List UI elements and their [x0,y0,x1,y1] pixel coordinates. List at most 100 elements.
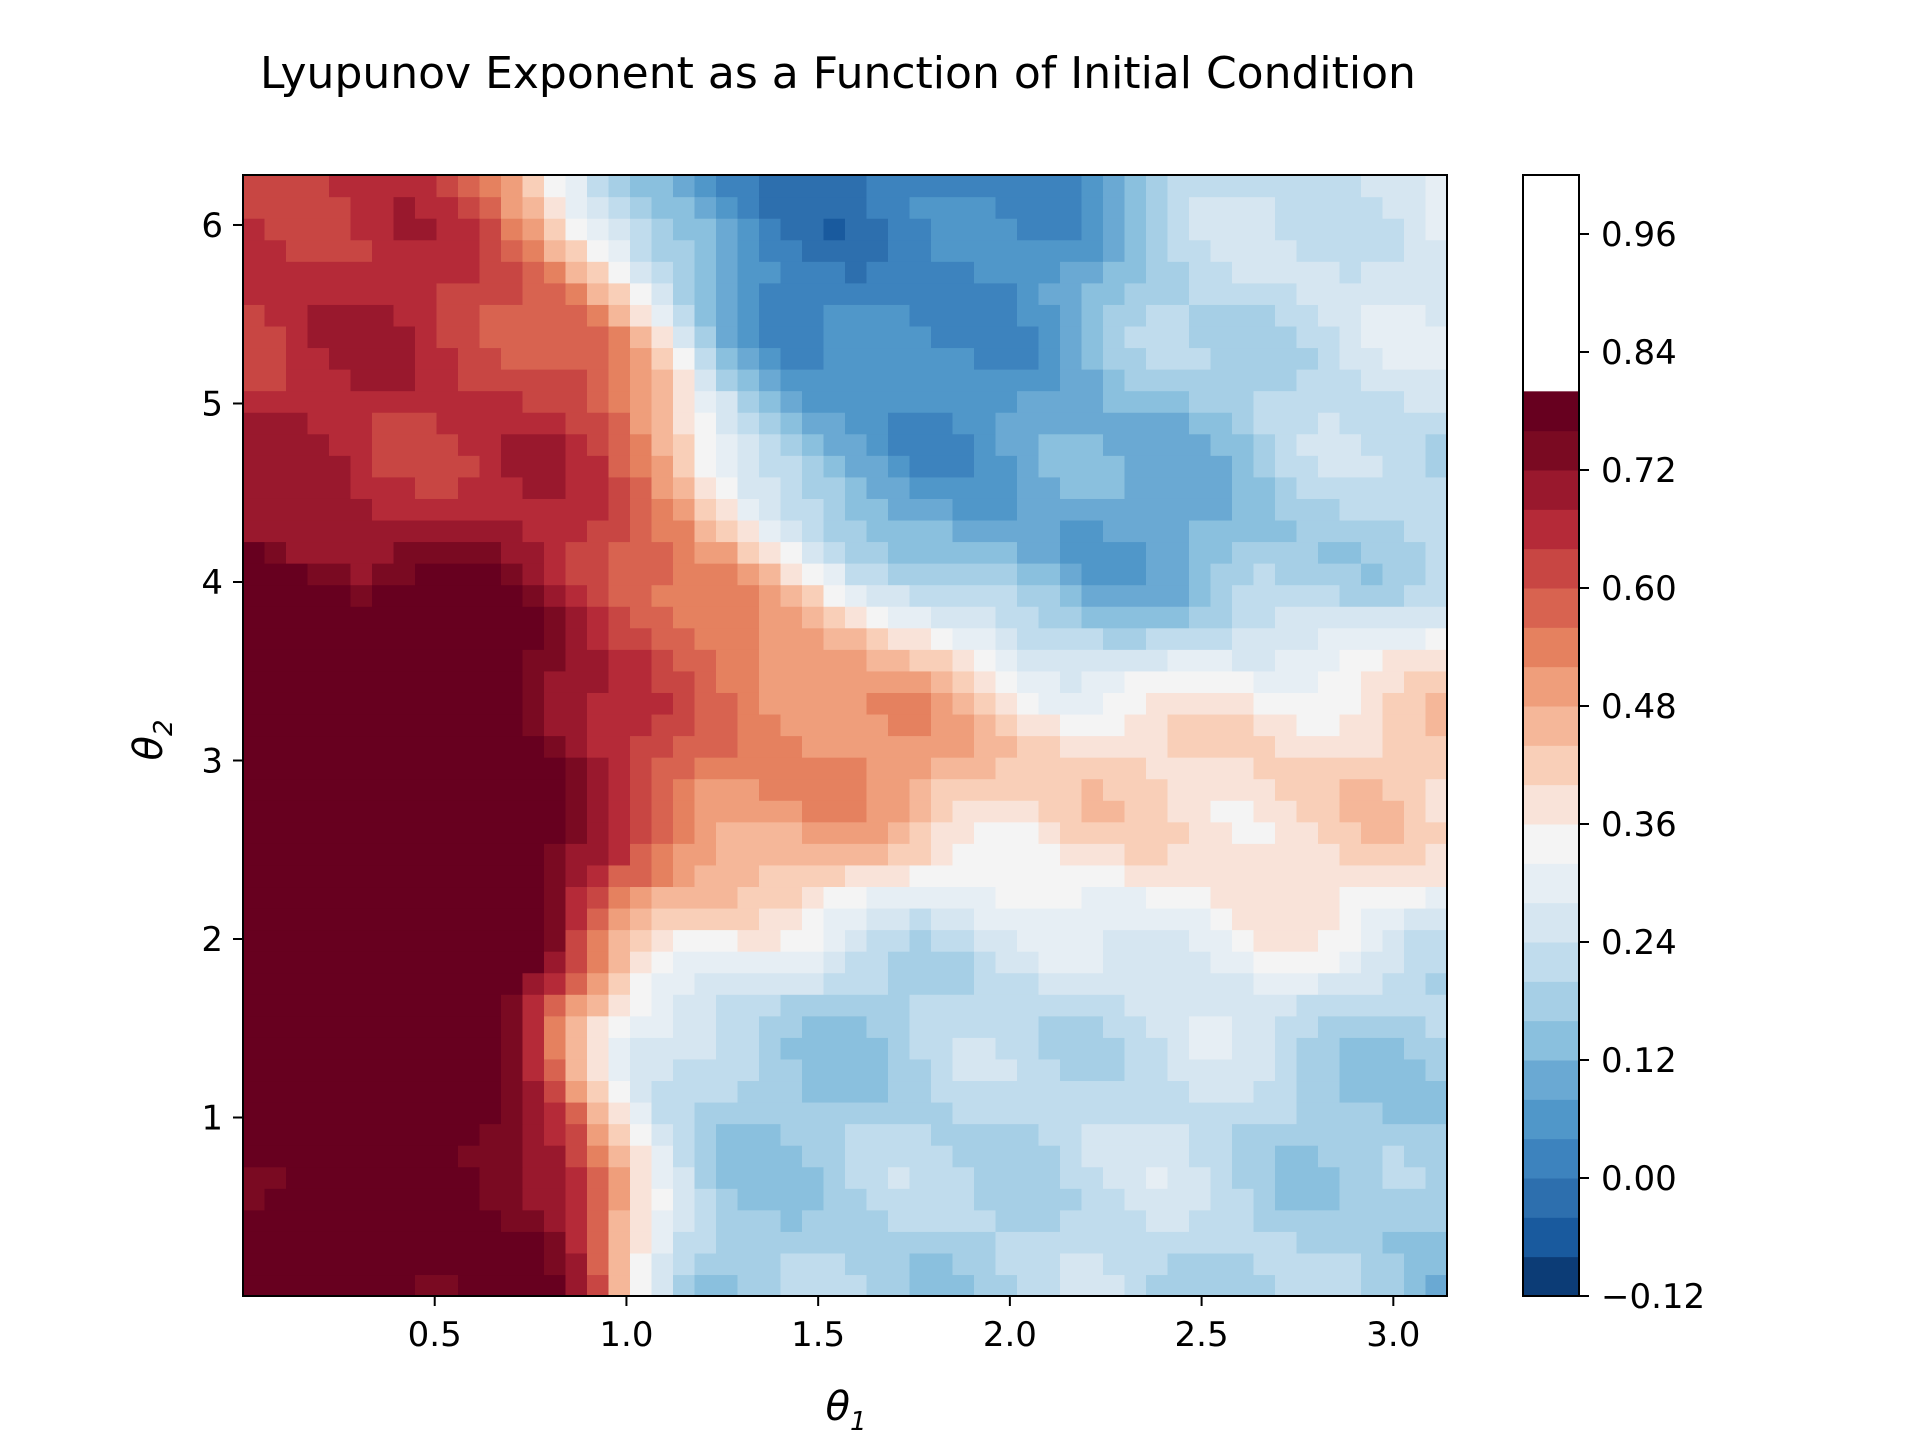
contour-cell [501,218,524,241]
contour-cell [780,1015,803,1038]
contour-cell [1296,261,1319,284]
contour-cell [479,951,502,974]
contour-cell [845,1080,868,1103]
contour-cell [651,1231,674,1254]
contour-cell [673,218,696,241]
contour-cell [1124,175,1147,198]
contour-cell [931,563,954,586]
contour-cell [1124,218,1147,241]
contour-cell [1361,757,1384,780]
contour-cell [1167,713,1190,737]
contour-cell [587,800,610,823]
contour-cell [1275,929,1298,952]
contour-cell [1060,347,1083,370]
contour-cell [716,649,739,672]
contour-cell [780,972,803,995]
contour-cell [501,821,524,844]
contour-cell [1318,972,1341,995]
contour-cell [1210,282,1233,305]
contour-cell [651,390,674,413]
contour-cell [1253,1058,1276,1082]
contour-cell [1189,994,1212,1017]
contour-cell [909,1080,932,1103]
contour-cell [1189,1166,1212,1189]
contour-cell [1382,1101,1405,1125]
contour-cell [888,476,911,499]
contour-cell [1425,994,1448,1017]
colorbar-ticks: −0.120.000.120.240.360.480.600.720.840.9… [1579,215,1705,1317]
contour-cell [1318,196,1341,219]
contour-cell [565,541,588,564]
contour-cell [1253,1101,1276,1125]
contour-cell [436,412,459,435]
contour-cell [436,735,459,758]
contour-cell [264,972,287,995]
contour-cell [544,541,567,564]
contour-cell [651,951,674,974]
contour-cell [522,886,545,909]
contour-cell [888,649,911,672]
contour-cell [802,239,825,262]
contour-cell [1103,304,1126,327]
contour-cell [888,843,911,866]
contour-cell [1038,584,1061,607]
contour-cell [1339,175,1362,198]
x-axis: 0.5 1.0 1.5 2.0 2.5 3.0 [408,1296,1420,1355]
contour-cell [1103,821,1126,844]
contour-cell [1232,175,1255,198]
contour-cell [415,455,438,478]
contour-cell [823,175,846,198]
contour-cell [1103,1101,1126,1125]
contour-cell [995,584,1018,607]
contour-cell [393,843,416,866]
contour-cell [909,757,932,780]
contour-cell [415,757,438,780]
contour-cell [888,325,911,349]
contour-cell [1038,735,1061,758]
contour-cell [608,347,631,370]
contour-cell [1146,498,1169,521]
contour-cell [458,800,481,823]
contour-cell [651,864,674,888]
contour-cell [737,994,760,1017]
contour-cell [1210,929,1233,952]
contour-cell [243,347,266,370]
colorbar-tick-label: 0.36 [1601,805,1677,845]
contour-cell [1167,951,1190,974]
contour-cell [522,455,545,478]
contour-cell [350,563,373,586]
contour-cell [565,1209,588,1232]
contour-cell [802,606,825,629]
contour-cell [1038,1037,1061,1060]
contour-cell [974,196,997,219]
contour-cell [737,1145,760,1168]
contour-cell [1146,369,1169,392]
contour-cell [350,369,373,392]
contour-cell [673,347,696,370]
contour-cell [1060,390,1083,413]
contour-cell [802,1101,825,1125]
contour-cell [802,929,825,952]
contour-cell [1146,800,1169,823]
contour-cell [522,800,545,823]
contour-cell [759,1101,782,1125]
contour-cell [436,951,459,974]
contour-cell [329,735,352,758]
contour-cell [415,175,438,198]
contour-cell [651,325,674,349]
contour-cell [1339,1037,1362,1060]
contour-cell [608,649,631,672]
contour-cell [1081,433,1104,456]
contour-cell [952,1101,975,1125]
contour-cell [737,304,760,327]
contour-cell [544,282,567,305]
contour-cell [415,692,438,715]
contour-cell [264,476,287,499]
contour-cell [780,606,803,629]
contour-cell [522,1058,545,1082]
contour-cell [1296,907,1319,931]
contour-cell [608,1252,631,1276]
contour-cell [436,369,459,392]
contour-cell [995,821,1018,844]
contour-cell [1060,1209,1083,1232]
